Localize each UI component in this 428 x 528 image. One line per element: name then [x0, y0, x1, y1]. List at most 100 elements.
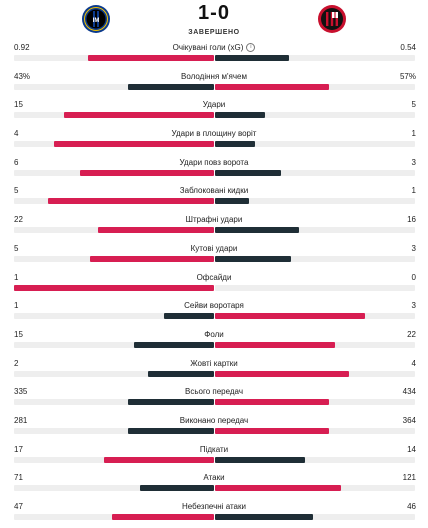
stat-label-text: Володіння м'ячем [181, 71, 247, 81]
stat-row: 22 Штрафні удари 16 [0, 212, 428, 241]
stat-label: Удари в площину воріт [0, 129, 428, 138]
stat-row: 4 Удари в площину воріт 1 [0, 126, 428, 155]
away-stat-value: 3 [411, 243, 416, 253]
away-bar-fill [215, 227, 299, 234]
info-icon[interactable]: i [246, 43, 256, 53]
stat-label-text: Підкати [199, 444, 229, 454]
away-stat-value: 1 [411, 186, 416, 196]
home-bar-fill [48, 198, 214, 205]
stat-label: Заблоковані кидки [0, 186, 428, 195]
away-bar-fill [215, 112, 265, 119]
home-bar-fill [98, 227, 214, 234]
home-stat-value: 43% [14, 71, 31, 81]
stat-label-text: Атаки [203, 473, 225, 483]
away-stat-value: 5 [411, 100, 416, 110]
stat-label: Удари [0, 100, 428, 109]
stat-row: 15 Удари 5 [0, 97, 428, 126]
home-bar-fill [148, 370, 214, 377]
home-bar-track [14, 456, 214, 463]
away-bar-fill [215, 485, 341, 492]
stat-label-text: Удари [202, 100, 226, 110]
away-bar-track [215, 514, 415, 520]
stat-label: Виконано передач [0, 416, 428, 425]
stat-label: Небезпечні атаки [0, 502, 428, 511]
home-bar-track [14, 341, 214, 348]
home-stat-value: 335 [14, 387, 28, 397]
away-stat-value: 3 [411, 157, 416, 167]
home-bar-fill [54, 141, 214, 148]
stat-row: 5 Заблоковані кидки 1 [0, 183, 428, 212]
home-bar-fill [14, 284, 214, 291]
home-bar-track [14, 284, 214, 291]
stat-label-text: Удари повз ворота [179, 157, 249, 167]
home-bar-fill [128, 83, 214, 90]
match-header: IM 1-0 ЗАВЕРШЕНО [0, 0, 428, 40]
away-bar-fill [215, 141, 255, 148]
away-bar-track [215, 284, 415, 291]
away-stat-value: 434 [402, 387, 416, 397]
stat-label: Фоли [0, 330, 428, 339]
away-bar-track [215, 427, 415, 434]
away-bar-track [215, 313, 415, 320]
home-bar-track [14, 227, 214, 234]
home-bar-fill [134, 341, 214, 348]
stat-row: 47 Небезпечні атаки 46 [0, 499, 428, 528]
home-stat-value: 15 [14, 100, 23, 110]
stat-row: 17 Підкати 14 [0, 442, 428, 471]
away-stat-value: 14 [407, 444, 416, 454]
match-score: 1-0 [198, 2, 230, 24]
stat-label: Жовті картки [0, 359, 428, 368]
away-bar-fill [215, 456, 305, 463]
stat-row: 281 Виконано передач 364 [0, 413, 428, 442]
stat-label-text: Офсайди [196, 272, 232, 282]
stat-label: Штрафні удари [0, 215, 428, 224]
home-bar-track [14, 370, 214, 377]
away-stat-value: 364 [402, 415, 416, 425]
svg-text:IM: IM [93, 18, 100, 24]
home-bar-fill [140, 485, 214, 492]
stat-row: 5 Кутові удари 3 [0, 241, 428, 270]
away-bar-track [215, 141, 415, 148]
home-bar-fill [164, 313, 214, 320]
home-bar-track [14, 198, 214, 205]
away-stat-value: 121 [402, 473, 416, 483]
stat-row: 1 Сейви воротаря 3 [0, 298, 428, 327]
away-bar-track [215, 198, 415, 205]
home-bar-fill [80, 169, 214, 176]
home-bar-track [14, 141, 214, 148]
inter-crest-icon[interactable]: IM [81, 4, 111, 34]
away-stat-value: 16 [407, 215, 416, 225]
home-bar-fill [104, 456, 214, 463]
stat-row: 2 Жовті картки 4 [0, 356, 428, 385]
stat-label-text: Виконано передач [179, 415, 249, 425]
stat-label-text: Всього передач [185, 387, 243, 397]
away-stat-value: 0.54 [400, 43, 416, 52]
stat-label: Кутові удари [0, 244, 428, 253]
home-stat-value: 1 [14, 272, 19, 282]
home-bar-track [14, 399, 214, 406]
home-stat-value: 22 [14, 215, 23, 225]
home-stat-value: 0.92 [14, 43, 30, 52]
away-bar-track [215, 112, 415, 119]
stat-label: Офсайди [0, 273, 428, 282]
milan-crest-icon[interactable] [317, 4, 347, 34]
match-status: ЗАВЕРШЕНО [188, 29, 240, 36]
home-bar-track [14, 313, 214, 320]
away-stat-value: 0 [411, 272, 416, 282]
away-stat-value: 22 [407, 329, 416, 339]
away-stat-value: 1 [411, 129, 416, 139]
stat-row: 1 Офсайди 0 [0, 270, 428, 299]
away-bar-fill [215, 83, 329, 90]
away-bar-fill [215, 169, 281, 176]
away-bar-fill [215, 341, 335, 348]
home-stat-value: 6 [14, 157, 19, 167]
stat-row: 71 Атаки 121 [0, 470, 428, 499]
home-stat-value: 5 [14, 186, 19, 196]
away-bar-fill [215, 427, 329, 434]
home-bar-fill [64, 112, 214, 119]
stat-label-text: Жовті картки [190, 358, 238, 368]
stat-label-text: Очікувані голи (xG) [172, 43, 244, 52]
home-bar-track [14, 514, 214, 520]
away-bar-track [215, 370, 415, 377]
away-bar-track [215, 255, 415, 262]
